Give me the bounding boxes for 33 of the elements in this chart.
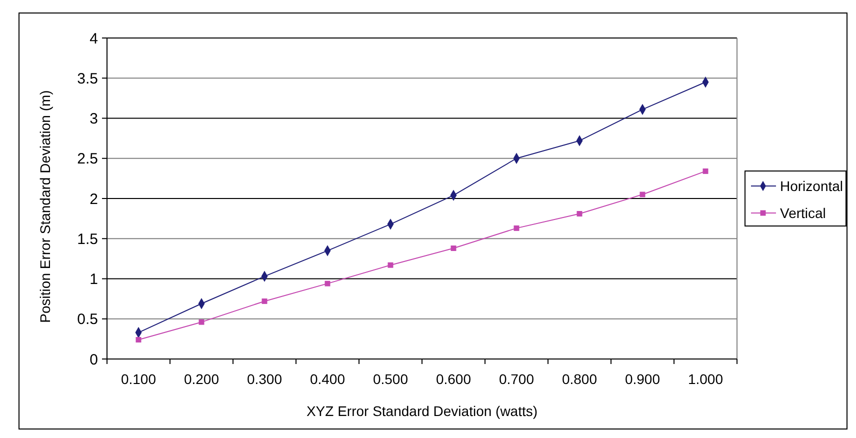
x-tick-label: 0.300 (246, 371, 282, 387)
y-tick-label: 3.5 (77, 70, 98, 88)
y-tick-label: 0.5 (77, 311, 98, 328)
point (576, 211, 582, 216)
point (388, 262, 394, 268)
point (702, 168, 708, 174)
y-tick-label: 3 (90, 110, 98, 128)
y-axis-title: Position Error Standard Deviation (m) (37, 90, 53, 323)
point (198, 319, 204, 325)
x-tick-label: 0.900 (624, 371, 660, 387)
point (136, 337, 142, 342)
point (514, 225, 520, 231)
y-tick-label: 1 (90, 271, 98, 288)
x-tick-label: 0.800 (562, 371, 598, 387)
x-tick-label: 1.000 (688, 371, 724, 387)
x-tick-label: 0.600 (436, 371, 472, 387)
x-axis-title: XYZ Error Standard Deviation (watts) (306, 403, 538, 419)
x-tick-label: 0.100 (120, 371, 156, 387)
x-tick-label: 0.200 (184, 371, 220, 387)
y-tick-label: 2 (90, 190, 98, 208)
x-tick-label: 0.400 (310, 371, 346, 387)
y-tick-label: 2.5 (77, 150, 98, 168)
point (262, 298, 268, 304)
legend-label: Horizontal (780, 178, 844, 194)
point (640, 192, 646, 198)
point (450, 246, 456, 251)
y-tick-label: 0 (90, 351, 98, 368)
y-tick-label: 4 (90, 30, 98, 48)
legend-label: Vertical (780, 204, 826, 221)
x-tick-label: 0.700 (498, 371, 534, 387)
point (324, 280, 330, 286)
y-tick-label: 1.5 (77, 230, 98, 248)
x-tick-label: 0.500 (372, 371, 408, 387)
